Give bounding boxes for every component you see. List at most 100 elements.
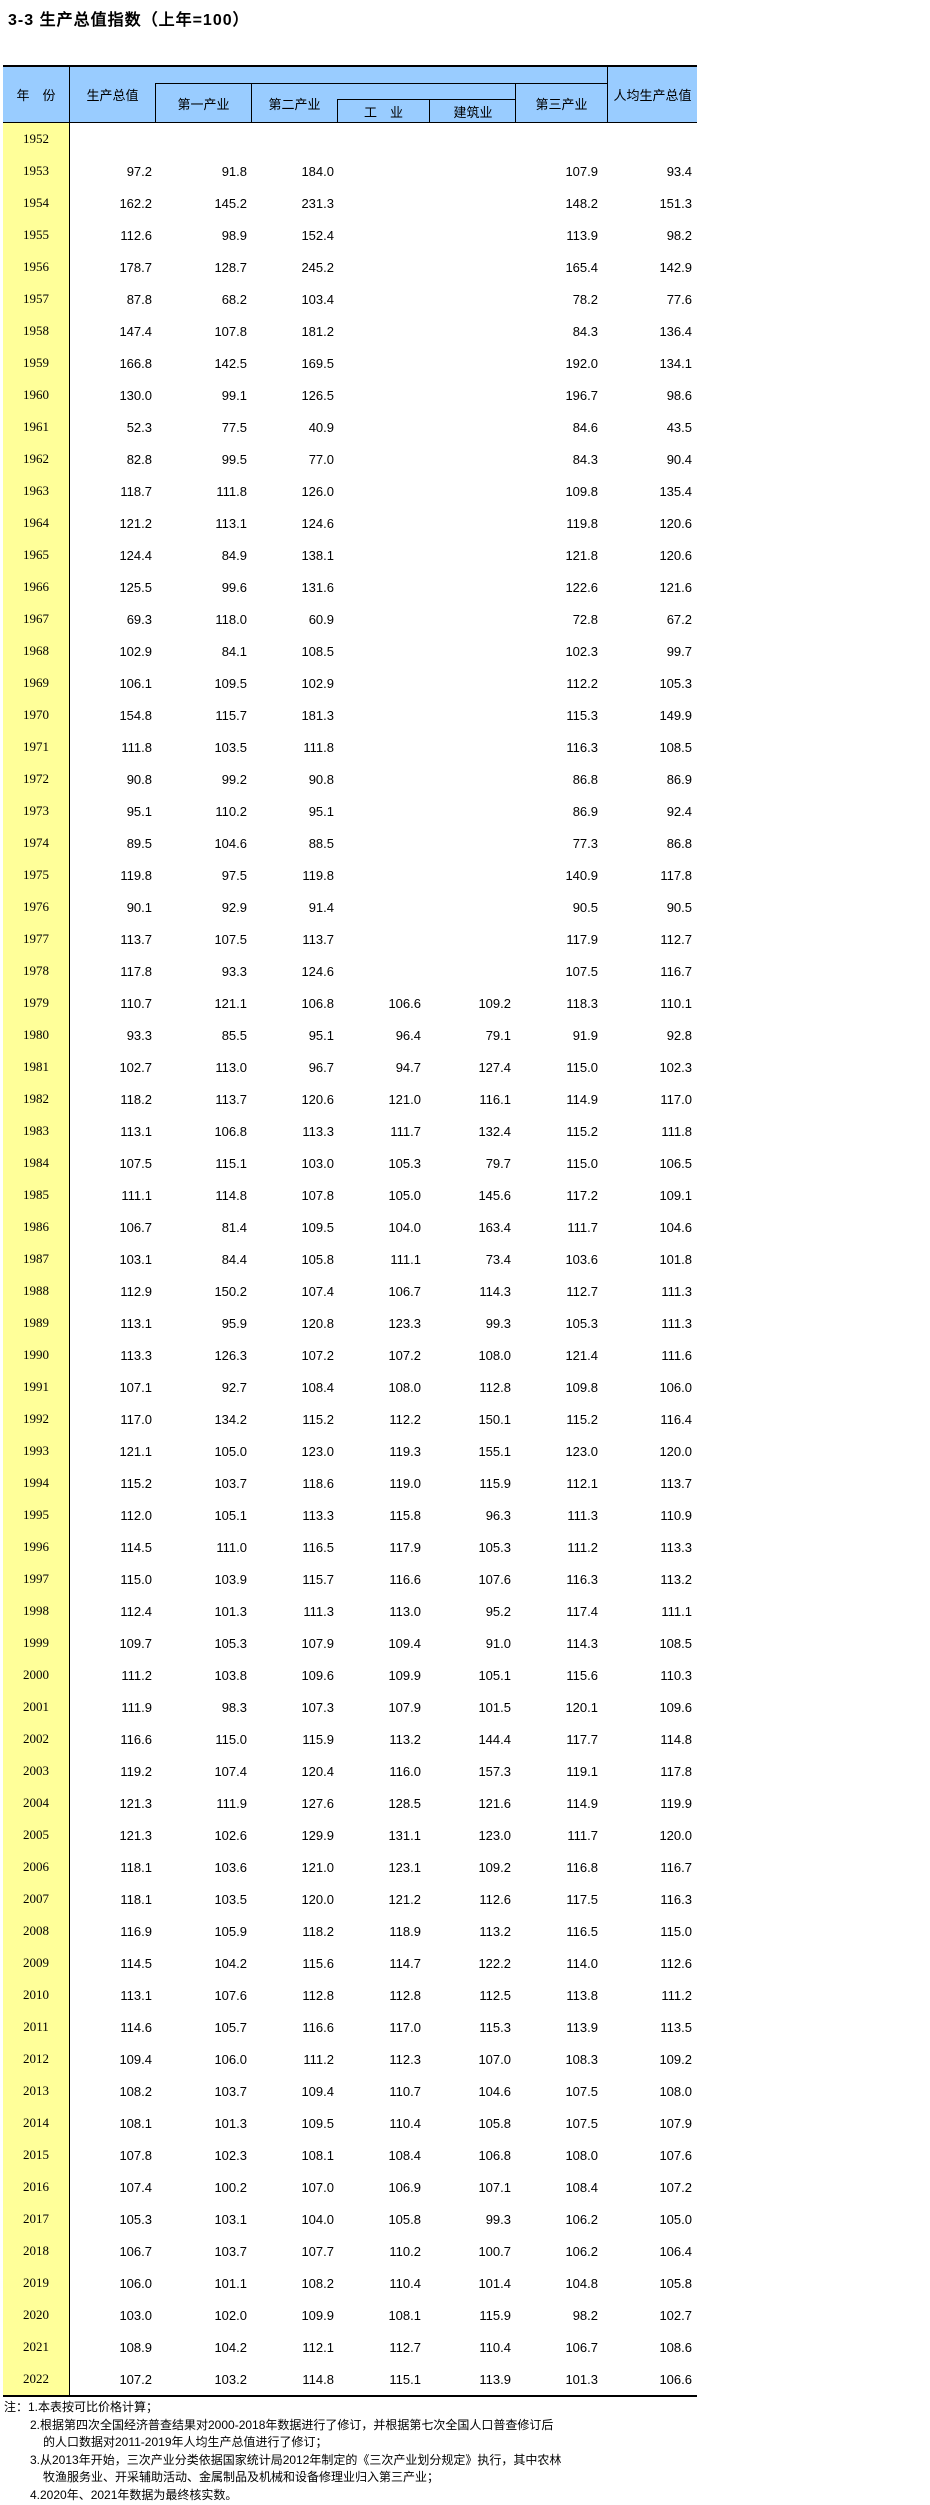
cell-industry (336, 571, 428, 603)
table-row: 1992 117.0 134.2 115.2 112.2 150.1 115.2 116.4 (3, 1403, 697, 1435)
cell-industry: 112.7 (389, 2339, 421, 2355)
cell-gdp: 114.6 (120, 2019, 152, 2035)
cell-industry: 115.1 (389, 2371, 421, 2387)
cell-per-capita: 106.6 (659, 2371, 692, 2387)
cell-year: 2013 (3, 2075, 70, 2107)
cell-primary: 103.2 (214, 2371, 247, 2387)
cell-year: 2012 (3, 2043, 70, 2075)
cell-primary: 150.2 (214, 1283, 247, 1299)
cell-gdp: 130.0 (119, 387, 152, 403)
cell-tertiary: 118.3 (566, 995, 598, 1011)
table-row: 1975 119.8 97.5 119.8 140.9 117.8 (3, 859, 697, 891)
cell-gdp: 102.9 (119, 643, 152, 659)
cell-secondary: 126.0 (301, 483, 334, 499)
cell-industry: 114.7 (389, 1955, 421, 1971)
cell-construction (428, 891, 515, 923)
cell-gdp: 112.0 (120, 1507, 152, 1523)
cell-per-capita: 119.9 (660, 1795, 692, 1811)
table-row: 1968 102.9 84.1 108.5 102.3 99.7 (3, 635, 697, 667)
cell-secondary: 109.6 (301, 1667, 334, 1683)
cell-per-capita: 109.6 (659, 1699, 692, 1715)
cell-gdp: 107.5 (119, 1155, 152, 1171)
cell-gdp: 111.8 (121, 739, 152, 755)
cell-year: 2017 (3, 2203, 70, 2235)
cell-secondary: 102.9 (301, 675, 334, 691)
cell-year: 2009 (3, 1947, 70, 1979)
cell-per-capita: 111.6 (661, 1347, 692, 1363)
cell-gdp: 119.2 (120, 1763, 152, 1779)
note-line: 2.根据第四次全国经济普查结果对2000-2018年数据进行了修订，并根据第七次… (30, 2417, 554, 2432)
page-title: 3-3 生产总值指数（上年=100） (8, 12, 250, 29)
cell-primary: 107.8 (214, 323, 247, 339)
cell-year: 2015 (3, 2139, 70, 2171)
cell-industry: 106.7 (388, 1283, 421, 1299)
cell-secondary: 115.9 (302, 1731, 334, 1747)
cell-year: 2018 (3, 2235, 70, 2267)
table-row: 1974 89.5 104.6 88.5 77.3 86.8 (3, 827, 697, 859)
table-row: 1967 69.3 118.0 60.9 72.8 67.2 (3, 603, 697, 635)
cell-industry (336, 891, 428, 923)
table-row: 2019 106.0 101.1 108.2 110.4 101.4 104.8 105.8 (3, 2267, 697, 2299)
cell-gdp: 87.8 (126, 291, 152, 307)
cell-per-capita: 111.8 (661, 1123, 692, 1139)
table-row: 1960 130.0 99.1 126.5 196.7 98.6 (3, 379, 697, 411)
cell-gdp: 178.7 (119, 259, 152, 275)
cell-industry: 109.9 (388, 1667, 421, 1683)
cell-secondary: 120.8 (301, 1315, 334, 1331)
cell-gdp: 90.8 (126, 771, 152, 787)
table-row: 2018 106.7 103.7 107.7 110.2 100.7 106.2 106.4 (3, 2235, 697, 2267)
cell-secondary: 95.1 (308, 1027, 334, 1043)
table-row: 1994 115.2 103.7 118.6 119.0 115.9 112.1 113.7 (3, 1467, 697, 1499)
cell-year: 2000 (3, 1659, 70, 1691)
cell-construction (428, 187, 515, 219)
cell-industry (336, 731, 428, 763)
cell-tertiary: 98.2 (572, 2307, 598, 2323)
cell-secondary: 181.2 (301, 323, 334, 339)
cell-gdp: 166.8 (119, 355, 152, 371)
cell-secondary: 231.3 (301, 195, 334, 211)
cell-primary: 115.0 (215, 1731, 247, 1747)
table-row: 1988 112.9 150.2 107.4 106.7 114.3 112.7 111.3 (3, 1275, 697, 1307)
cell-secondary: 112.1 (302, 2339, 334, 2355)
cell-year: 1980 (3, 1019, 70, 1051)
cell-per-capita: 77.6 (666, 291, 692, 307)
cell-secondary: 104.0 (301, 2211, 334, 2227)
cell-industry: 108.0 (388, 1379, 421, 1395)
cell-gdp: 107.4 (119, 2179, 152, 2195)
gdp-index-table: 年 份 生产总值 第一产业 第二产业 工 业 建筑业 第三产业 人均生产总值 1… (3, 65, 697, 2397)
cell-secondary: 107.7 (301, 2243, 334, 2259)
cell-industry: 109.4 (388, 1635, 421, 1651)
cell-primary: 84.9 (221, 547, 247, 563)
cell-construction (428, 347, 515, 379)
cell-per-capita: 111.3 (661, 1283, 692, 1299)
cell-primary: 115.1 (215, 1155, 247, 1171)
cell-per-capita: 90.4 (666, 451, 692, 467)
cell-year: 1983 (3, 1115, 70, 1147)
cell-construction: 127.4 (478, 1059, 511, 1075)
cell-primary: 103.7 (214, 2083, 247, 2099)
table-row: 1981 102.7 113.0 96.7 94.7 127.4 115.0 102.3 (3, 1051, 697, 1083)
cell-construction: 106.8 (478, 2147, 511, 2163)
table-row: 2011 114.6 105.7 116.6 117.0 115.3 113.9 113.5 (3, 2011, 697, 2043)
table-row: 2017 105.3 103.1 104.0 105.8 99.3 106.2 105.0 (3, 2203, 697, 2235)
table-notes: 注：1.本表按可比价格计算； 2.根据第四次全国经济普查结果对2000-2018年… (4, 2399, 924, 2504)
column-header-primary-industry: 第一产业 (156, 84, 252, 122)
cell-tertiary: 90.5 (572, 899, 598, 915)
cell-year: 1953 (3, 155, 70, 187)
table-row: 1963 118.7 111.8 126.0 109.8 135.4 (3, 475, 697, 507)
cell-secondary (251, 123, 336, 155)
table-row: 1997 115.0 103.9 115.7 116.6 107.6 116.3 113.2 (3, 1563, 697, 1595)
cell-secondary: 111.8 (303, 739, 334, 755)
cell-construction (428, 283, 515, 315)
cell-primary: 111.8 (216, 483, 247, 499)
cell-tertiary: 106.7 (565, 2339, 598, 2355)
cell-construction: 116.1 (479, 1091, 511, 1107)
cell-construction: 132.4 (478, 1123, 511, 1139)
note-line: 4.2020年、2021年数据为最终核实数。 (30, 2487, 238, 2502)
cell-secondary: 103.4 (301, 291, 334, 307)
cell-primary: 114.8 (215, 1187, 247, 1203)
table-row: 1964 121.2 113.1 124.6 119.8 120.6 (3, 507, 697, 539)
cell-industry: 110.4 (389, 2115, 421, 2131)
cell-secondary: 123.0 (301, 1443, 334, 1459)
cell-tertiary: 114.0 (566, 1955, 598, 1971)
